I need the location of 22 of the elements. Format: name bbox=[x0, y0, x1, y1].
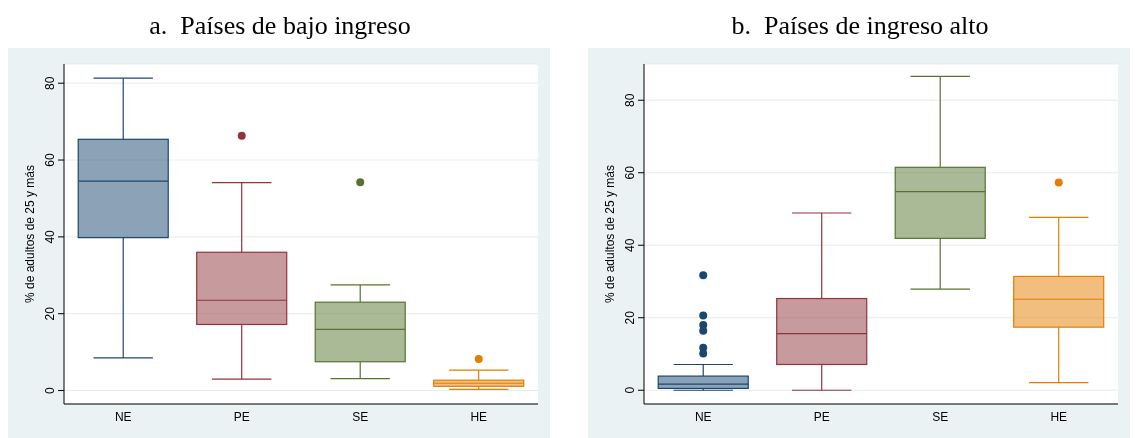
y-tick-label: 20 bbox=[623, 310, 637, 325]
x-tick-label: NE bbox=[694, 409, 712, 424]
x-tick-label: SE bbox=[932, 409, 949, 424]
x-tick-label: PE bbox=[233, 409, 250, 424]
x-tick-label: HE bbox=[470, 409, 488, 424]
y-tick-label: 0 bbox=[623, 386, 637, 394]
y-axis-title: % de adultos de 25 y más bbox=[603, 164, 618, 304]
chart-title: a. Países de bajo ingreso bbox=[148, 10, 412, 42]
y-tick-label: 60 bbox=[623, 165, 637, 180]
y-tick-label: 60 bbox=[43, 153, 57, 167]
y-axis-title: % de adultos de 25 y más bbox=[23, 164, 38, 304]
y-tick-label: 40 bbox=[623, 238, 637, 252]
x-tick-label: NE bbox=[114, 409, 132, 424]
x-tick-label: SE bbox=[352, 409, 369, 424]
chart-title: b. Países de ingreso alto bbox=[730, 10, 990, 42]
y-tick-label: 40 bbox=[43, 229, 57, 244]
y-tick-label: 0 bbox=[43, 386, 57, 394]
x-tick-label: PE bbox=[813, 409, 830, 424]
y-tick-label: 20 bbox=[43, 306, 57, 321]
y-tick-label: 80 bbox=[623, 93, 637, 107]
y-tick-label: 80 bbox=[43, 76, 57, 90]
x-tick-label: HE bbox=[1050, 409, 1068, 424]
